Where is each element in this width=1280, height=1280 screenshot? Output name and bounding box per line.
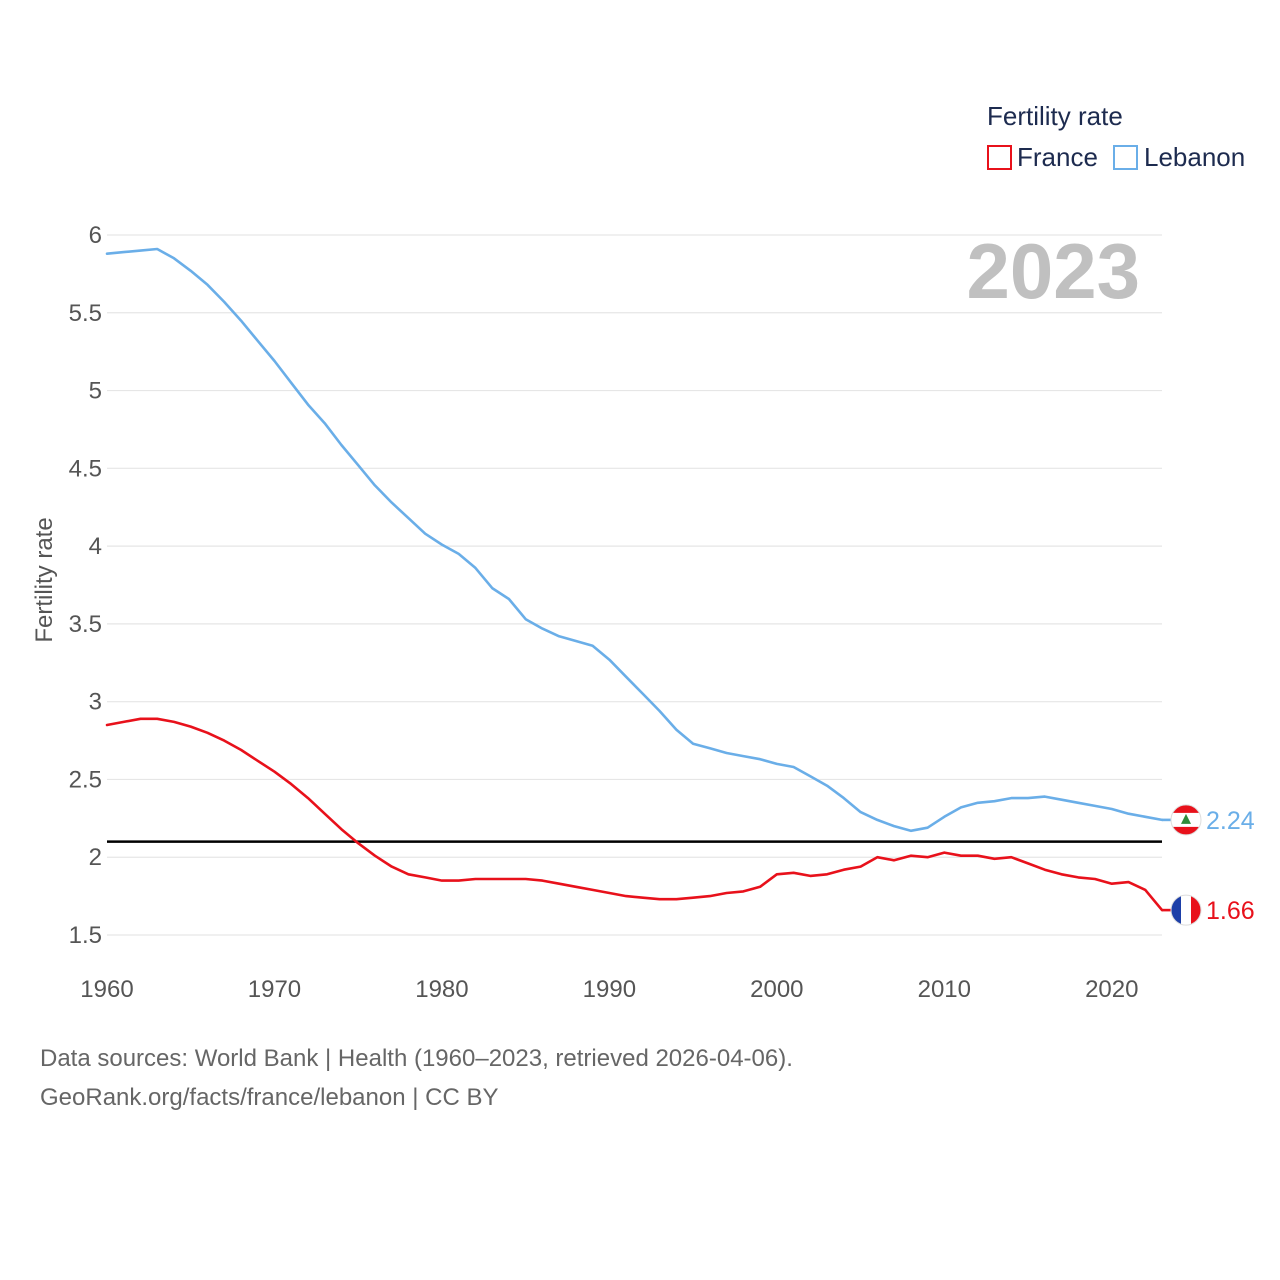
x-tick-label: 2020 <box>1085 976 1138 1003</box>
legend-swatch-lebanon <box>1113 145 1138 170</box>
x-tick-label: 2010 <box>918 976 971 1003</box>
x-tick-label: 2000 <box>750 976 803 1003</box>
x-tick-label: 1970 <box>248 976 301 1003</box>
legend: Fertility rate France Lebanon <box>987 101 1245 172</box>
lebanon-flag-icon <box>1170 804 1202 836</box>
series-line-lebanon <box>105 247 1164 833</box>
y-tick-label: 4 <box>89 533 102 560</box>
legend-title: Fertility rate <box>987 101 1123 131</box>
footer-sources: Data sources: World Bank | Health (1960–… <box>40 1045 793 1072</box>
legend-swatch-france <box>987 145 1012 170</box>
x-tick-label: 1980 <box>415 976 468 1003</box>
x-tick-label: 1990 <box>583 976 636 1003</box>
y-tick-label: 2.5 <box>69 766 102 793</box>
y-tick-label: 4.5 <box>69 455 102 482</box>
y-tick-label: 2 <box>89 844 102 871</box>
gridlines <box>107 234 1162 936</box>
legend-label-lebanon: Lebanon <box>1144 142 1245 172</box>
end-markers: 1.66 2.24 <box>1162 804 1255 926</box>
end-value-label-france: 1.66 <box>1206 897 1255 925</box>
series-line-france <box>105 717 1164 912</box>
series-lines <box>105 247 1164 912</box>
y-tick-label: 1.5 <box>69 922 102 949</box>
footer-attribution: GeoRank.org/facts/france/lebanon | CC BY <box>40 1084 499 1111</box>
y-tick-label: 6 <box>89 222 102 249</box>
y-tick-label: 5.5 <box>69 300 102 327</box>
end-value-label-lebanon: 2.24 <box>1206 807 1255 835</box>
legend-label-france: France <box>1017 142 1098 172</box>
france-flag-icon <box>1170 894 1202 926</box>
x-axis-ticks: 1960 1970 1980 1990 2000 2010 2020 <box>80 976 1138 1003</box>
y-tick-label: 3.5 <box>69 611 102 638</box>
y-axis-label: Fertility rate <box>31 517 58 642</box>
x-tick-label: 1960 <box>80 976 133 1003</box>
y-tick-label: 3 <box>89 689 102 716</box>
line-chart: 1.5 2 2.5 3 3.5 4 4.5 5 5.5 6 1960 1970 1980 1990 200… <box>31 101 1255 1003</box>
y-axis-ticks: 1.5 2 2.5 3 3.5 4 4.5 5 5.5 6 <box>69 222 102 949</box>
legend-item-france[interactable]: France <box>987 142 1098 172</box>
y-tick-label: 5 <box>89 378 102 405</box>
current-year-label: 2023 <box>966 227 1140 315</box>
legend-item-lebanon[interactable]: Lebanon <box>1113 142 1245 172</box>
